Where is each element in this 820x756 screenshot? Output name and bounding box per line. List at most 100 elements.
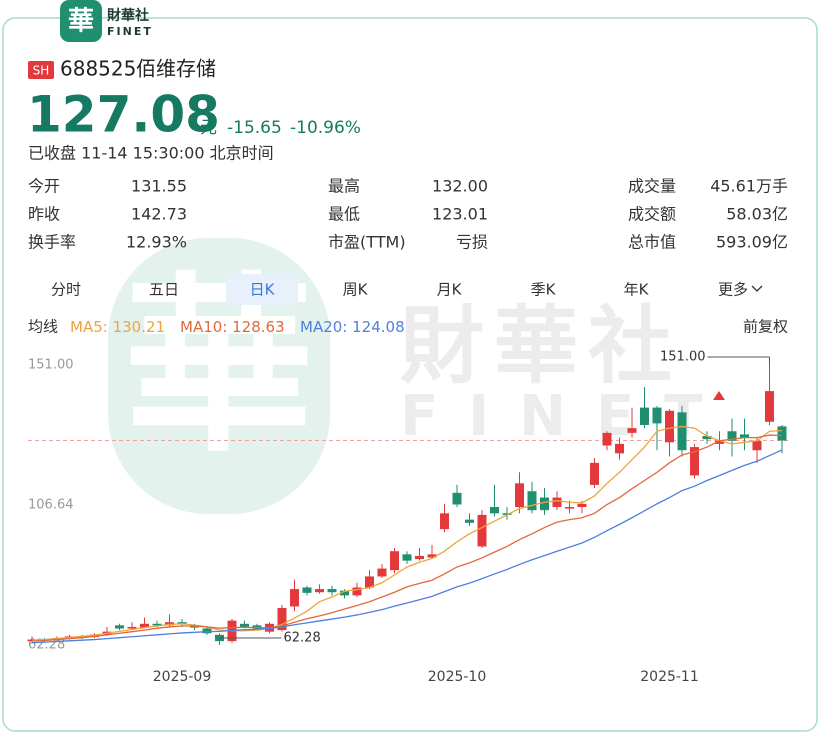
brand-en: FINET [107, 25, 153, 38]
tab[interactable]: 日K [250, 281, 276, 299]
candle-body [490, 507, 499, 514]
candle-body [377, 568, 387, 577]
market-badge [28, 61, 54, 79]
candle-body [740, 434, 749, 438]
stat-value: 132.00 [432, 177, 488, 196]
change-pct: -10.96% [290, 118, 361, 138]
legend-item: MA10: 128.63 [180, 318, 285, 336]
legend-name: MA5 [70, 318, 103, 336]
candle-body [765, 391, 774, 422]
stat-value: 58.03亿 [726, 205, 788, 224]
legend-value: 124.08 [352, 318, 405, 336]
ma-line [31, 434, 783, 642]
stat-value: 亏损 [456, 233, 488, 252]
candle-body [702, 436, 712, 440]
candle-body [715, 440, 724, 444]
candle-body [290, 589, 299, 607]
tab[interactable]: 年K [624, 281, 650, 299]
candle-body [577, 503, 587, 508]
legend-separator: : [222, 318, 232, 336]
stat-value: 593.09亿 [716, 233, 788, 252]
status: 已收盘 11-14 15:30:00 北京时间 [28, 144, 274, 163]
change: -15.65 [227, 118, 282, 138]
stat-value: 142.73 [131, 205, 187, 224]
candle-body [415, 555, 424, 560]
stat-value: 45.61万手 [710, 177, 788, 196]
candle-body [27, 639, 37, 642]
y-tick-label: 106.64 [28, 498, 74, 513]
price: 127.08 [27, 86, 220, 144]
candle-body [590, 462, 599, 485]
candle-body [515, 483, 524, 508]
watermark-cn: 財華社 [400, 297, 682, 395]
y-tick-label: 151.00 [28, 358, 74, 373]
legend-item: MA20: 124.08 [300, 318, 405, 336]
candle-body [552, 497, 562, 508]
candle-body [365, 576, 374, 588]
stock-name: 佰维存储 [136, 57, 216, 81]
stat-label: 成交额 [628, 205, 676, 224]
candle-body [540, 497, 549, 511]
stat-label: 昨收 [28, 205, 60, 224]
stat-label: 换手率 [28, 233, 76, 252]
more-chevron [751, 285, 763, 292]
candle-body [240, 623, 249, 627]
stat-label: 成交量 [628, 177, 676, 196]
market: SH [33, 64, 50, 78]
candle-body [140, 623, 149, 628]
annotation-label: 151.00 [660, 350, 706, 365]
legend-item: MA5: 130.21 [70, 318, 165, 336]
price-unit: 元 [200, 118, 217, 138]
candle-body [127, 626, 137, 629]
stock-code: 688525 [60, 57, 136, 81]
candle-body [690, 447, 699, 476]
candle-body [502, 513, 512, 515]
brand-cn: 財華社 [106, 7, 149, 24]
candle-body [115, 625, 124, 629]
candle-body [727, 431, 737, 441]
tab[interactable]: 五日 [149, 281, 179, 299]
candle-body [202, 628, 212, 634]
candle-body [627, 428, 637, 433]
logo-badge [60, 0, 102, 42]
annotation-label: 62.28 [284, 630, 321, 645]
candle-body [277, 608, 287, 631]
candle-body [777, 426, 787, 441]
watermark: 華 財華社 FINET [108, 238, 702, 514]
candle-body [402, 554, 412, 561]
stat-value: 12.93% [126, 233, 187, 252]
candle-body [465, 519, 474, 523]
tab[interactable]: 分时 [51, 281, 81, 299]
stat-label: 市盈(TTM) [328, 233, 406, 252]
logo-char: 華 [68, 7, 94, 37]
x-tick-label: 2025-10 [428, 669, 487, 685]
tab[interactable]: 更多 [718, 281, 748, 299]
ma-line [31, 425, 783, 641]
candle-body [527, 491, 537, 511]
legend-separator: : [103, 318, 113, 336]
candle-body [615, 443, 624, 454]
candle-body [752, 440, 762, 451]
candle-body [352, 587, 362, 596]
stat-label: 最高 [328, 177, 360, 196]
stat-value: 131.55 [131, 177, 187, 196]
candle-body [315, 589, 324, 593]
candle-body [677, 412, 687, 451]
tab-selected-bg [226, 274, 298, 305]
tab[interactable]: 季K [531, 281, 557, 299]
tab[interactable]: 周K [343, 281, 369, 299]
candle-body [477, 514, 487, 547]
stat-label: 总市值 [628, 233, 676, 252]
tab[interactable]: 月K [437, 281, 463, 299]
ma-line [31, 449, 783, 644]
stat-label: 最低 [328, 205, 360, 224]
legend-value: 128.63 [232, 318, 285, 336]
legend-name: MA10 [180, 318, 222, 336]
signal-marker [713, 391, 725, 400]
legend-value: 130.21 [113, 318, 166, 336]
candle-body [302, 587, 312, 593]
candle-body [152, 623, 162, 626]
x-tick-label: 2025-09 [153, 669, 212, 685]
